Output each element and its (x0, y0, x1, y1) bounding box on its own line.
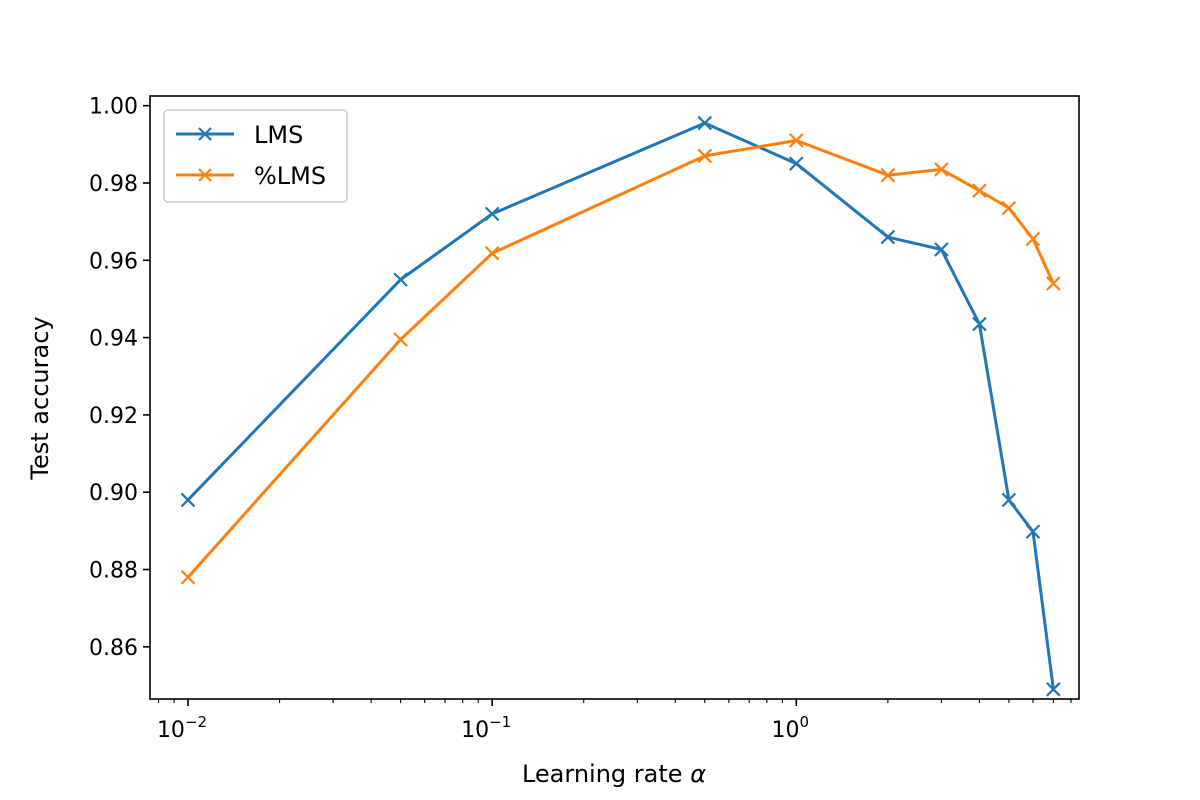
legend: LMS %LMS (163, 109, 348, 203)
data-point-lms (789, 156, 804, 171)
legend-label-lms: LMS (254, 121, 303, 149)
data-point-pct-lms (484, 246, 500, 261)
legend-marker-pct-lms (198, 168, 212, 182)
data-point-pct-lms (789, 133, 804, 148)
x-tick-label: 10−2 (157, 713, 207, 743)
data-point-lms (934, 242, 949, 257)
legend-entry-lms: LMS (176, 121, 303, 149)
data-point-pct-lms (1046, 276, 1061, 291)
series-pct-lms (180, 133, 1061, 585)
data-point-lms (393, 272, 408, 287)
data-point-lms (697, 115, 713, 131)
plot-frame (149, 95, 1080, 700)
data-point-lms (1046, 682, 1061, 697)
data-point-lms (880, 229, 896, 245)
series-layer (180, 115, 1061, 697)
y-tick-label: 0.86 (89, 636, 138, 661)
axis-ticks: 0.86 0.88 0.90 0.92 0.94 0.96 0.98 1.00 10−2 10−1… (89, 95, 1072, 743)
x-axis-label: Learning rate α (522, 760, 706, 788)
y-tick-label: 1.00 (89, 95, 138, 120)
data-point-lms (1025, 524, 1041, 539)
y-tick-label: 0.98 (89, 172, 138, 197)
data-point-pct-lms (697, 148, 713, 164)
legend-entry-pct-lms: %LMS (176, 162, 326, 190)
data-point-pct-lms (934, 162, 949, 177)
data-point-pct-lms (880, 167, 896, 183)
x-tick-label: 100 (772, 713, 810, 743)
data-point-pct-lms (1001, 200, 1017, 216)
y-tick-label: 0.96 (89, 249, 138, 274)
data-point-pct-lms (180, 569, 196, 585)
data-point-lms (1001, 492, 1017, 508)
legend-marker-lms (198, 127, 212, 141)
data-point-pct-lms (972, 183, 987, 198)
y-tick-label: 0.90 (89, 481, 138, 506)
data-point-lms (972, 316, 987, 332)
data-point-pct-lms (393, 332, 408, 347)
series-lms (180, 115, 1061, 697)
y-axis-label: Test accuracy (26, 316, 54, 480)
data-point-pct-lms (1025, 231, 1041, 247)
y-tick-label: 0.92 (89, 404, 138, 429)
y-tick-label: 0.88 (89, 559, 138, 584)
y-tick-label: 0.94 (89, 327, 138, 352)
x-tick-label: 10−1 (461, 713, 511, 743)
data-point-lms (484, 206, 500, 222)
legend-label-pct-lms: %LMS (254, 162, 326, 190)
data-point-lms (180, 492, 196, 508)
